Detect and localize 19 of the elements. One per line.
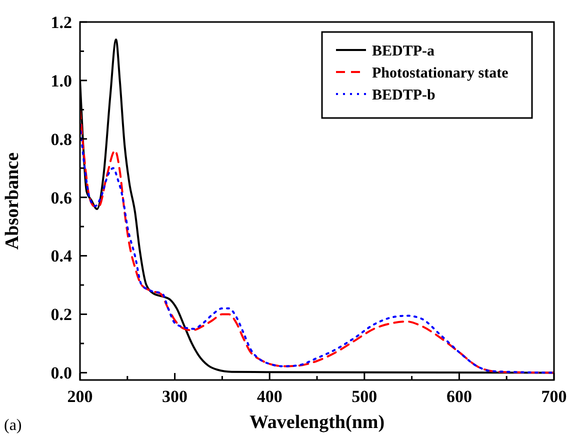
text: (a): [4, 417, 22, 434]
legend-label: BEDTP-b: [372, 87, 436, 104]
x-tick-label: 700: [541, 387, 567, 406]
x-tick-label: 600: [446, 387, 472, 406]
x-axis-title: Wavelength(nm): [249, 412, 385, 433]
y-tick-label: 0.6: [50, 188, 72, 208]
y-tick-label: 1.2: [50, 12, 72, 32]
y-tick-label: 0.8: [50, 130, 72, 149]
y-tick-label: 0.4: [50, 246, 72, 266]
x-tick-label: 500: [352, 387, 378, 406]
y-tick-label: 1.0: [50, 71, 72, 90]
y-axis-title: Absorbance: [2, 152, 23, 250]
legend-label: Photostationary state: [372, 65, 509, 82]
legend-label: BEDTP-a: [372, 43, 436, 60]
x-tick-label: 400: [256, 387, 282, 406]
x-tick-label: 200: [67, 387, 93, 406]
x-tick-label: 300: [162, 387, 188, 406]
y-tick-label: 0.0: [50, 364, 72, 383]
y-tick-label: 0.2: [50, 305, 72, 324]
